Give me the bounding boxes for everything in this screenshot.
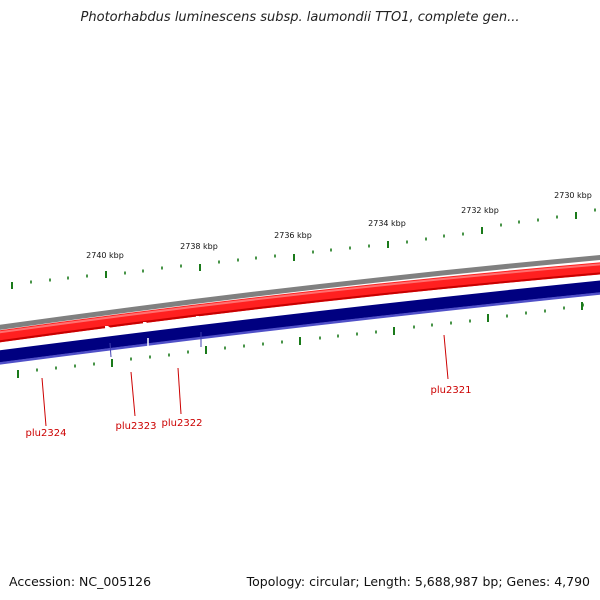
ruler-label: 2738 kbp xyxy=(180,242,218,251)
forward-strand-band xyxy=(0,262,600,343)
gene-leader-line xyxy=(130,371,136,417)
reverse-strand-edge xyxy=(0,292,600,365)
ruler-label: 2734 kbp xyxy=(368,219,406,228)
gene-label-plu2324[interactable]: plu2324 xyxy=(26,428,67,439)
ruler-label: 2730 kbp xyxy=(554,191,592,200)
gene-label-plu2321[interactable]: plu2321 xyxy=(431,385,472,396)
reverse-strand-band xyxy=(0,280,600,363)
genome-summary-text: Topology: circular; Length: 5,688,987 bp… xyxy=(246,574,590,589)
outer-tick-marks xyxy=(11,208,596,289)
gene-leader-line xyxy=(41,377,47,427)
ruler-labels: 2740 kbp 2738 kbp 2736 kbp 2734 kbp 2732 kbp… xyxy=(86,191,592,260)
gene-label-plu2322[interactable]: plu2322 xyxy=(162,418,203,429)
gene-labels: plu2324 plu2323 plu2322 plu2321 xyxy=(26,334,472,439)
forward-strand-highlight xyxy=(0,263,600,334)
gene-boundary xyxy=(109,342,112,358)
ruler-label: 2736 kbp xyxy=(274,231,312,240)
map-title: Photorhabdus luminescens subsp. laumondi… xyxy=(80,10,520,25)
gene-leader-line xyxy=(443,334,449,380)
ruler-label: 2740 kbp xyxy=(86,251,124,260)
backbone-ring xyxy=(0,254,600,330)
forward-strand-shadow xyxy=(0,272,600,343)
gene-label-plu2323[interactable]: plu2323 xyxy=(116,421,157,432)
ruler-label: 2732 kbp xyxy=(461,206,499,215)
inner-tick-marks xyxy=(17,302,584,378)
gene-leader-line xyxy=(177,367,182,415)
accession-text: Accession: NC_005126 xyxy=(9,574,152,589)
reverse-strand-gaps xyxy=(109,332,202,358)
